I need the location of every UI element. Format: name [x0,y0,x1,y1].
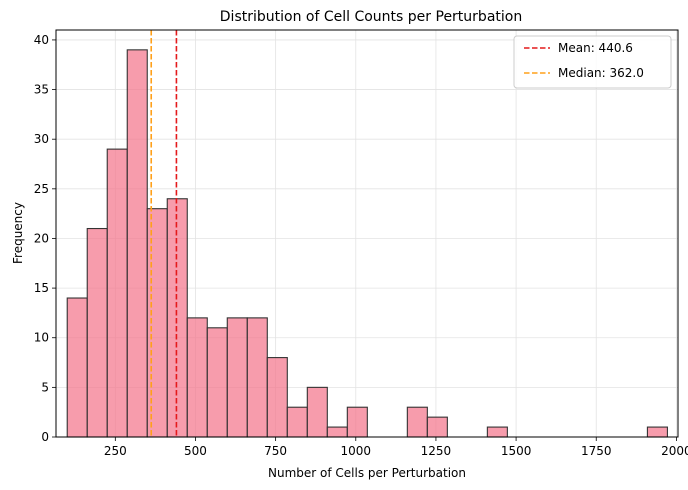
x-tick-label: 750 [264,444,287,458]
x-tick-label: 500 [184,444,207,458]
histogram-bar [126,49,148,438]
histogram-bar [286,406,308,438]
histogram-bar [86,227,108,438]
y-axis-ticks: 0 5 10 15 20 25 30 35 40 [34,33,56,444]
y-tick-label: 15 [34,281,49,295]
x-tick-label: 2000 [661,444,688,458]
histogram-bar [406,406,428,438]
y-tick-label: 10 [34,331,49,345]
reference-lines [150,30,178,437]
histogram-bar [306,386,328,438]
histogram-bar [266,357,288,438]
histogram-bar [106,148,128,438]
y-tick-label: 25 [34,182,49,196]
histogram-bar [646,426,668,438]
histogram-bar [486,426,508,438]
y-axis-label: Frequency [11,202,25,264]
histogram-bars [66,49,668,438]
x-tick-label: 1000 [341,444,372,458]
x-tick-label: 250 [104,444,127,458]
histogram-bar [206,327,228,438]
x-tick-label: 1750 [581,444,612,458]
histogram-bar [166,198,188,438]
x-tick-label: 1500 [501,444,532,458]
x-axis-label: Number of Cells per Perturbation [268,466,466,480]
histogram-bar [186,317,208,438]
histogram-bar [346,406,368,438]
legend: Mean: 440.6 Median: 362.0 [513,35,672,89]
histogram-bar [326,426,348,438]
y-tick-label: 35 [34,83,49,97]
chart-title: Distribution of Cell Counts per Perturba… [220,9,522,25]
histogram-bar [146,208,168,438]
y-tick-label: 30 [34,132,49,146]
x-tick-label: 1250 [421,444,452,458]
x-axis-ticks: 250 500 750 1000 1250 1500 1750 2000 [104,437,688,458]
y-tick-label: 20 [34,231,49,245]
legend-box [513,35,672,89]
y-tick-label: 40 [34,33,49,47]
histogram-bar [426,416,448,438]
plot-frame [55,29,679,438]
histogram-bar [246,317,268,438]
y-tick-label: 0 [41,430,49,444]
legend-median-label: Median: 362.0 [558,66,644,80]
histogram-bar [226,317,248,438]
histogram-bar [66,297,88,438]
legend-mean-label: Mean: 440.6 [558,41,633,55]
y-tick-label: 5 [41,380,49,394]
